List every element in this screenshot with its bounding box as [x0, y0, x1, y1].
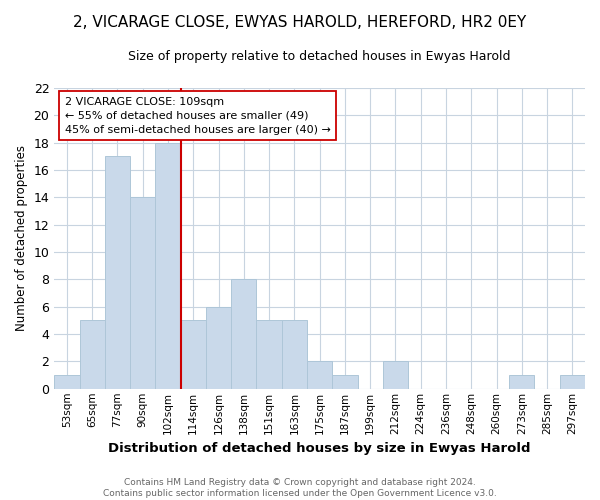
Bar	[206, 306, 231, 389]
Title: Size of property relative to detached houses in Ewyas Harold: Size of property relative to detached ho…	[128, 50, 511, 63]
Bar	[54, 375, 80, 389]
Bar	[383, 362, 408, 389]
Bar	[256, 320, 282, 389]
Bar	[105, 156, 130, 389]
Bar	[155, 142, 181, 389]
Bar	[231, 280, 256, 389]
Text: 2, VICARAGE CLOSE, EWYAS HAROLD, HEREFORD, HR2 0EY: 2, VICARAGE CLOSE, EWYAS HAROLD, HEREFOR…	[73, 15, 527, 30]
Bar	[560, 375, 585, 389]
Text: 2 VICARAGE CLOSE: 109sqm
← 55% of detached houses are smaller (49)
45% of semi-d: 2 VICARAGE CLOSE: 109sqm ← 55% of detach…	[65, 97, 331, 135]
Bar	[509, 375, 535, 389]
Bar	[80, 320, 105, 389]
Bar	[307, 362, 332, 389]
Bar	[282, 320, 307, 389]
Text: Contains HM Land Registry data © Crown copyright and database right 2024.
Contai: Contains HM Land Registry data © Crown c…	[103, 478, 497, 498]
Y-axis label: Number of detached properties: Number of detached properties	[15, 146, 28, 332]
Bar	[130, 197, 155, 389]
Bar	[181, 320, 206, 389]
Bar	[332, 375, 358, 389]
X-axis label: Distribution of detached houses by size in Ewyas Harold: Distribution of detached houses by size …	[109, 442, 531, 455]
